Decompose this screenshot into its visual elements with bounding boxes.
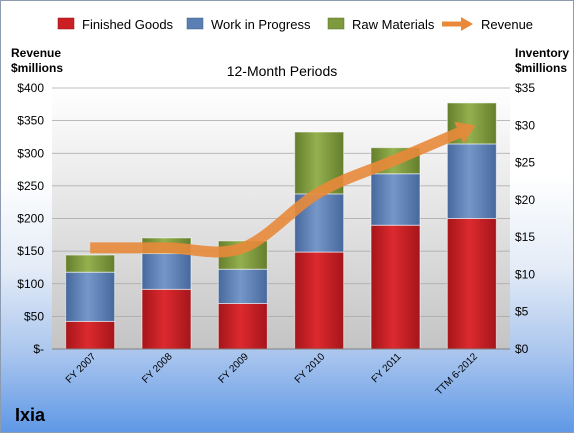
- legend-swatch-work-in-progress: [186, 17, 204, 30]
- category-label: FY 2009: [217, 351, 252, 386]
- legend-label-raw-materials: Raw Materials: [352, 17, 435, 32]
- legend-label-work-in-progress: Work in Progress: [211, 17, 311, 32]
- right-tick-label: $20: [515, 193, 535, 207]
- left-axis-title-line1: Revenue: [11, 46, 61, 60]
- legend-swatch-raw-materials: [327, 17, 345, 30]
- legend: Finished Goods Work in Progress Raw Mate…: [57, 17, 533, 32]
- bar-finished-goods: [370, 224, 421, 350]
- bar-finished-goods: [217, 303, 268, 350]
- category-label: FY 2010: [293, 351, 328, 386]
- category-label: FY 2008: [140, 351, 175, 386]
- right-axis-ticks: $0 $5 $10 $15 $20 $25 $30 $35: [515, 81, 535, 356]
- legend-label-revenue: Revenue: [481, 17, 533, 32]
- bar-work-in-progress: [370, 173, 421, 226]
- legend-label-finished-goods: Finished Goods: [82, 17, 174, 32]
- bar-finished-goods: [65, 320, 116, 350]
- bar-work-in-progress: [217, 268, 268, 305]
- left-tick-label: $100: [17, 277, 44, 291]
- category-label: FY 2011: [370, 351, 404, 385]
- category-labels: FY 2007 FY 2008 FY 2009 FY 2010 FY 2011 TTM 6…: [64, 351, 480, 398]
- right-tick-label: $5: [515, 305, 529, 319]
- bar-finished-goods: [141, 288, 192, 350]
- right-tick-label: $0: [515, 342, 529, 356]
- left-tick-label: $250: [17, 179, 44, 193]
- left-tick-label: $-: [33, 342, 44, 356]
- right-tick-label: $15: [515, 230, 535, 244]
- left-axis-title-line2: $millions: [11, 61, 63, 75]
- bar-work-in-progress: [65, 271, 116, 322]
- left-tick-label: $300: [17, 146, 44, 160]
- right-tick-label: $30: [515, 118, 535, 132]
- bar-finished-goods: [446, 218, 497, 350]
- bar-finished-goods: [294, 251, 345, 350]
- revenue-arrowhead: [454, 121, 476, 144]
- category-label: FY 2007: [64, 351, 99, 386]
- right-tick-label: $25: [515, 156, 535, 170]
- legend-swatch-revenue: [442, 17, 473, 31]
- chart-subtitle: 12-Month Periods: [227, 63, 338, 79]
- left-axis-ticks: $- $50 $100 $150 $200 $250 $300 $350 $400: [17, 81, 44, 356]
- left-tick-label: $200: [17, 212, 44, 226]
- revenue-line: [90, 127, 462, 258]
- company-name: Ixia: [15, 405, 46, 425]
- category-label: TTM 6-2012: [434, 351, 481, 398]
- revenue-line-layer: [90, 121, 476, 258]
- left-tick-label: $350: [17, 114, 44, 128]
- bar-work-in-progress: [446, 143, 497, 219]
- legend-swatch-finished-goods: [57, 17, 75, 30]
- bar-work-in-progress: [141, 253, 192, 290]
- right-axis-title-line1: Inventory: [515, 46, 569, 60]
- bar-raw-materials: [65, 254, 116, 273]
- left-tick-label: $50: [24, 309, 44, 323]
- right-axis-title-line2: $millions: [515, 61, 567, 75]
- left-tick-label: $400: [17, 81, 44, 95]
- right-tick-label: $35: [515, 81, 535, 95]
- right-tick-label: $10: [515, 267, 535, 281]
- left-tick-label: $150: [17, 244, 44, 258]
